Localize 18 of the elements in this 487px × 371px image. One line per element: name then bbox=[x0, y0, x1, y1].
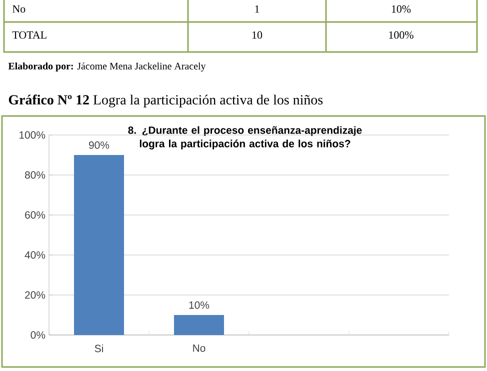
text: 100% bbox=[389, 31, 414, 39]
y-tick-label: 40% bbox=[24, 251, 46, 259]
text: Gráfico Nº 12 Logra la participación activa de los niños bbox=[8, 94, 323, 108]
chart-title: 8. ¿Durante el proceso enseñanza-aprendizaje logra la participación activa de los niños? bbox=[128, 126, 362, 150]
text: 10 bbox=[252, 31, 262, 39]
y-tick-label: 60% bbox=[25, 211, 46, 219]
text: 10% bbox=[392, 5, 411, 13]
y-tick-label: 0% bbox=[30, 331, 46, 339]
text: Elaborado por: Jácome Mena Jackeline Aracely bbox=[8, 62, 206, 72]
y-tick-label: 100% bbox=[20, 131, 46, 139]
data-label: 10% bbox=[189, 301, 210, 309]
text: 1 bbox=[255, 5, 260, 13]
data-label: 90% bbox=[89, 141, 110, 149]
text: No bbox=[12, 5, 26, 13]
y-tick-label: 20% bbox=[25, 291, 46, 299]
x-tick-label: Si bbox=[94, 344, 103, 352]
y-tick-label: 80% bbox=[25, 171, 46, 179]
text: TOTAL bbox=[12, 31, 46, 39]
